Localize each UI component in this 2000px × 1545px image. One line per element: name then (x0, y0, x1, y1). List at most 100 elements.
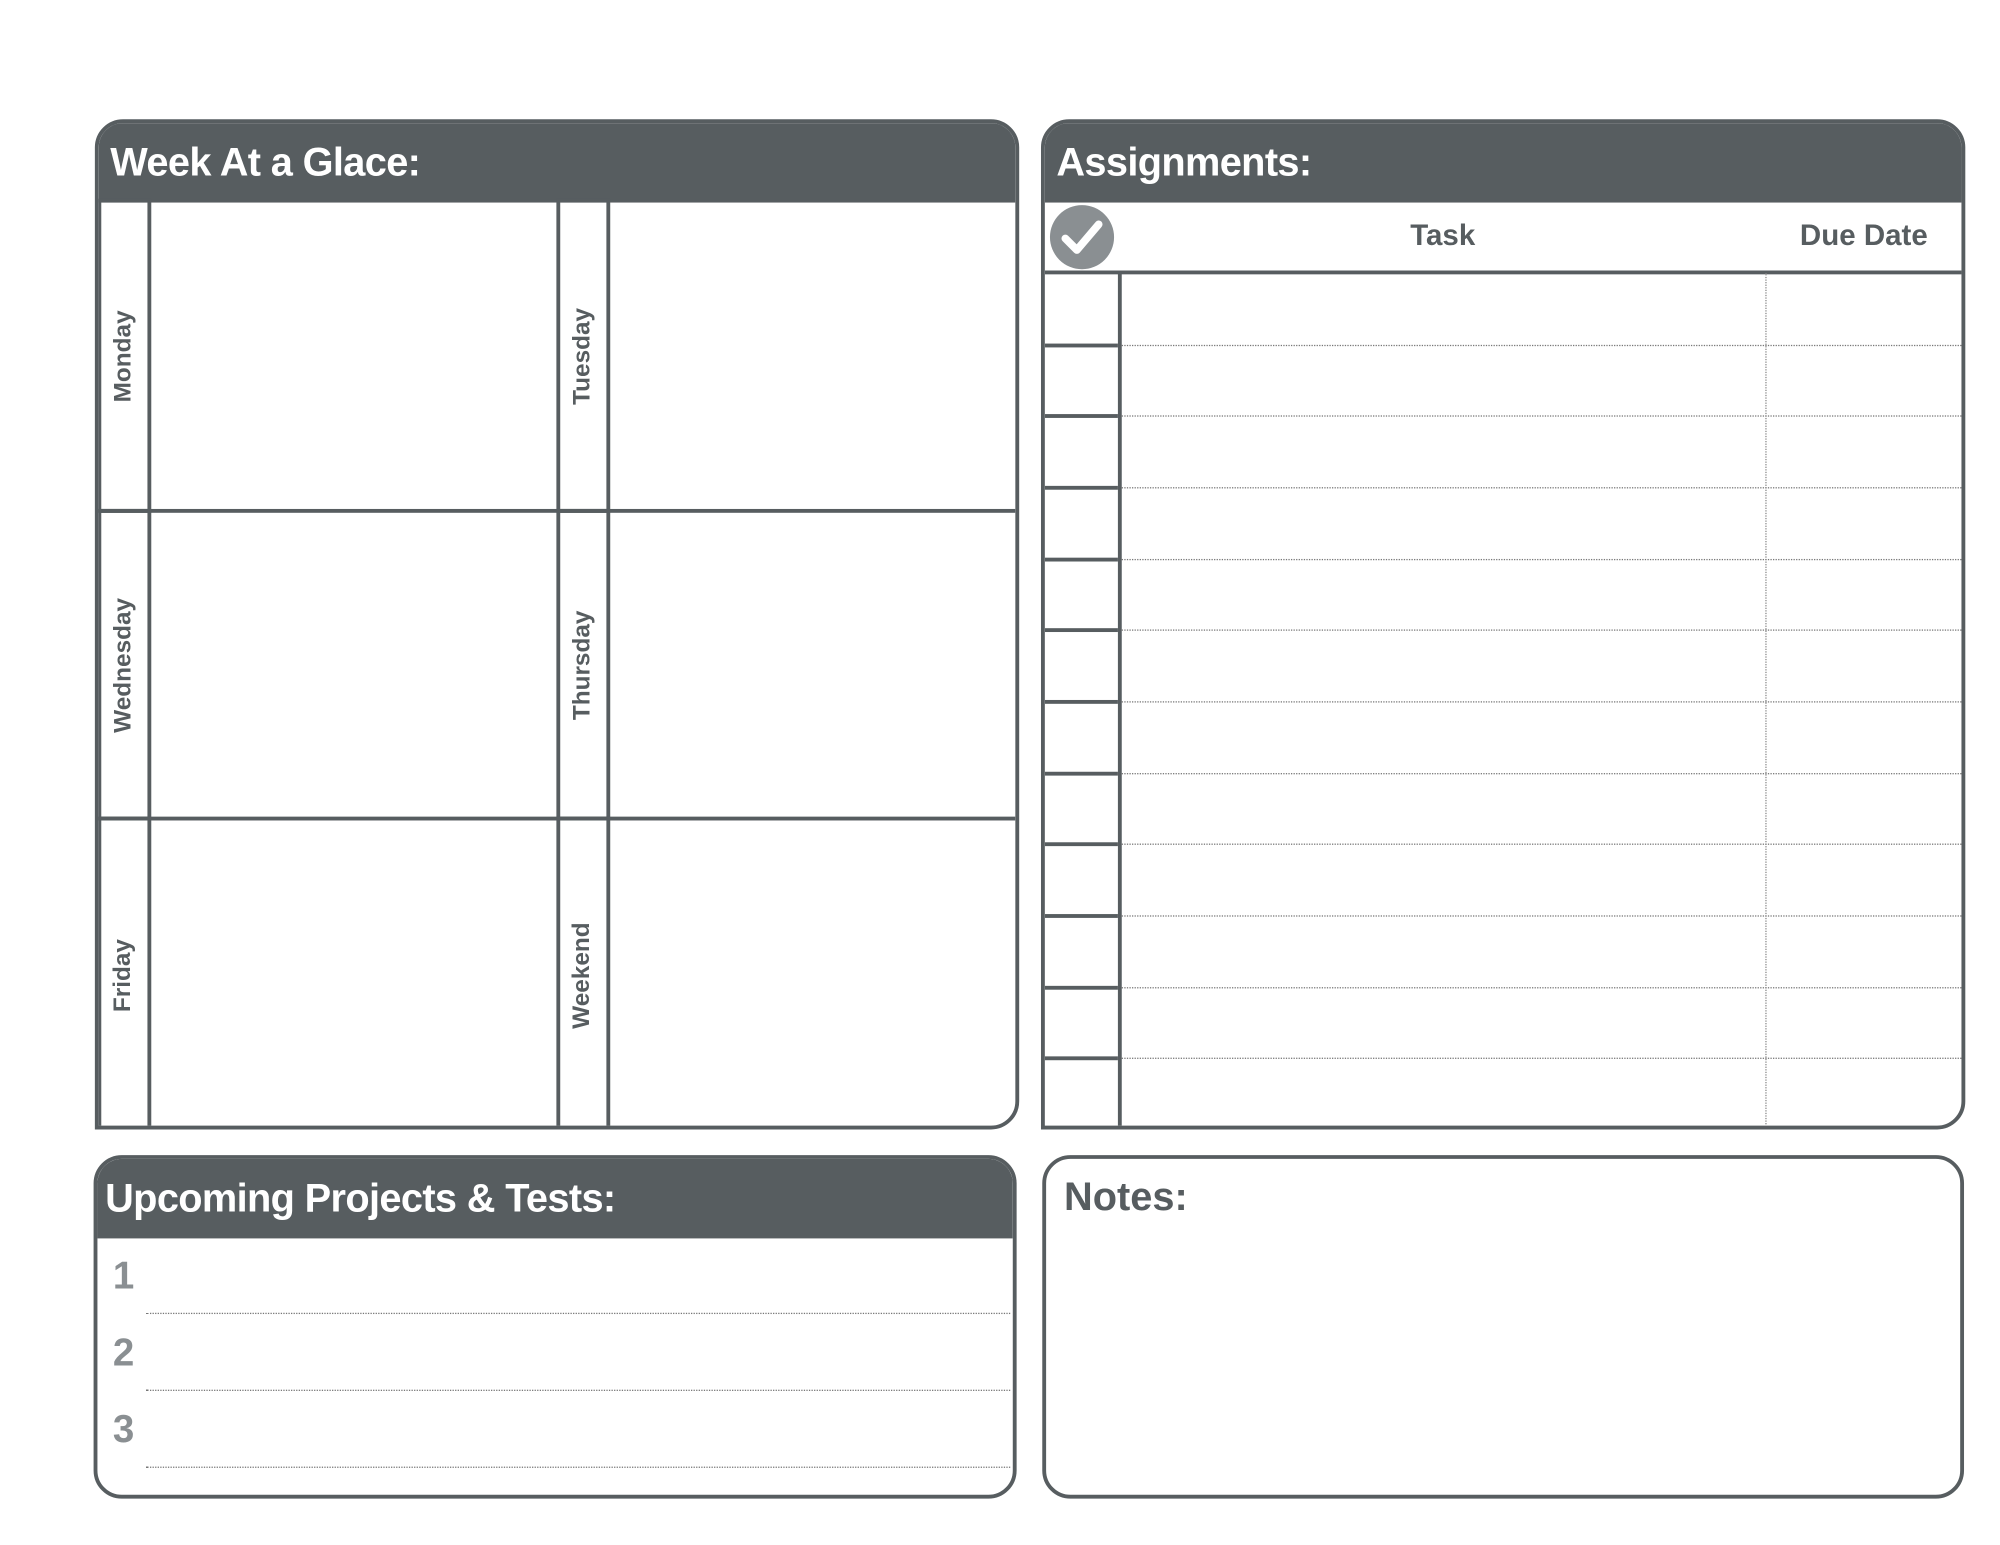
assignment-row (1045, 1058, 1962, 1126)
row-dotted-line (1121, 915, 1962, 917)
assignment-checkbox[interactable] (1045, 701, 1118, 772)
assignment-checkbox[interactable] (1045, 844, 1118, 915)
item-number: 3 (112, 1408, 135, 1452)
day-label-weekend: Weekend (556, 816, 611, 1126)
assignment-task-field[interactable] (1122, 273, 1766, 344)
day-name: Monday (110, 309, 138, 402)
day-cell-tuesday[interactable] (612, 199, 1016, 509)
day-label-friday: Friday (98, 816, 152, 1126)
assignment-checkbox[interactable] (1045, 487, 1118, 558)
assignment-due-date-field[interactable] (1767, 559, 1962, 630)
day-cell-friday[interactable] (150, 817, 558, 1126)
day-cell-thursday[interactable] (612, 509, 1016, 817)
assignment-checkbox[interactable] (1045, 773, 1118, 844)
assignment-task-field[interactable] (1122, 701, 1766, 772)
due-date-column-header: Due Date (1799, 217, 1928, 252)
week-at-a-glance-panel: Week At a Glace: Monday Tuesday Wednesday T… (94, 119, 1020, 1130)
assignment-checkbox[interactable] (1045, 987, 1118, 1058)
upcoming-item-field[interactable] (146, 1317, 1011, 1391)
day-name: Thursday (569, 609, 597, 720)
assignment-task-field[interactable] (1122, 344, 1766, 415)
assignment-checkbox[interactable] (1045, 1058, 1118, 1126)
assignment-due-date-field[interactable] (1767, 844, 1962, 915)
assignment-row (1045, 416, 1962, 487)
assignment-due-date-field[interactable] (1767, 773, 1962, 844)
row-dotted-line (1121, 629, 1962, 632)
checkbox-divider (1044, 557, 1118, 562)
upcoming-projects-panel: Upcoming Projects & Tests: 1 2 3 (93, 1155, 1017, 1499)
week-panel-title: Week At a Glace: (98, 123, 1016, 203)
assignment-task-field[interactable] (1122, 630, 1766, 701)
assignment-row (1045, 844, 1962, 915)
assignment-checkbox[interactable] (1045, 630, 1118, 701)
day-name: Friday (110, 938, 138, 1012)
row-divider (98, 508, 1016, 513)
upcoming-item-field[interactable] (146, 1240, 1011, 1315)
day-cell-weekend[interactable] (612, 817, 1016, 1126)
assignment-checkbox[interactable] (1045, 559, 1118, 630)
checkbox-divider (1044, 699, 1118, 704)
assignment-checkbox[interactable] (1045, 273, 1118, 344)
upcoming-item-field[interactable] (146, 1394, 1011, 1468)
checkbox-divider (1044, 1056, 1118, 1061)
assignment-checkbox[interactable] (1045, 416, 1118, 487)
assignment-due-date-field[interactable] (1767, 487, 1962, 558)
upcoming-panel-title: Upcoming Projects & Tests: (97, 1158, 1013, 1239)
due-date-column-divider (1765, 273, 1767, 1126)
assignment-due-date-field[interactable] (1767, 416, 1962, 487)
assignment-task-field[interactable] (1122, 487, 1766, 558)
assignment-due-date-field[interactable] (1767, 701, 1962, 772)
row-dotted-line (1121, 701, 1962, 703)
checkmark-circle-icon (1049, 205, 1115, 270)
day-label-monday: Monday (98, 198, 152, 513)
assignment-row (1045, 273, 1962, 344)
assignments-header-divider (1044, 270, 1962, 275)
assignment-due-date-field[interactable] (1767, 915, 1962, 986)
assignment-row (1045, 630, 1962, 701)
assignment-task-field[interactable] (1122, 773, 1766, 844)
row-dotted-line (1121, 487, 1962, 489)
assignment-task-field[interactable] (1122, 559, 1766, 630)
day-name: Tuesday (569, 307, 597, 405)
assignment-row (1045, 344, 1962, 415)
assignment-due-date-field[interactable] (1767, 630, 1962, 701)
assignment-row (1045, 987, 1962, 1058)
row-dotted-line (1121, 558, 1962, 560)
notes-title: Notes: (1064, 1174, 1188, 1220)
assignment-task-field[interactable] (1122, 987, 1766, 1058)
day-name: Weekend (569, 921, 597, 1029)
assignment-task-field[interactable] (1122, 416, 1766, 487)
row-dotted-line (1121, 986, 1962, 988)
item-number: 2 (112, 1331, 135, 1375)
day-cell-monday[interactable] (150, 199, 558, 509)
assignment-row (1045, 773, 1962, 844)
assignment-task-field[interactable] (1122, 844, 1766, 915)
assignment-task-field[interactable] (1122, 915, 1766, 986)
assignment-due-date-field[interactable] (1767, 1058, 1962, 1126)
day-label-thursday: Thursday (556, 508, 611, 821)
checkbox-divider (1044, 842, 1118, 847)
item-number: 1 (112, 1255, 135, 1298)
checkbox-divider (1044, 771, 1118, 776)
assignment-row (1045, 487, 1962, 558)
assignment-due-date-field[interactable] (1767, 273, 1962, 344)
day-cell-wednesday[interactable] (150, 509, 558, 817)
checkbox-divider (1044, 914, 1118, 918)
assignment-row (1045, 701, 1962, 772)
assignment-row (1045, 915, 1962, 986)
assignment-due-date-field[interactable] (1767, 987, 1962, 1058)
assignment-row (1045, 559, 1962, 630)
row-dotted-line (1121, 843, 1962, 846)
row-dotted-line (1121, 415, 1962, 418)
day-label-tuesday: Tuesday (556, 198, 611, 513)
assignment-checkbox[interactable] (1045, 344, 1118, 415)
checkbox-divider (1044, 485, 1118, 490)
assignment-task-field[interactable] (1122, 1058, 1766, 1126)
assignment-due-date-field[interactable] (1767, 344, 1962, 415)
checkbox-divider (1044, 628, 1118, 633)
notes-panel[interactable]: Notes: (1042, 1155, 1965, 1499)
checkbox-column-divider (1117, 273, 1122, 1126)
row-divider (98, 816, 1016, 821)
day-name: Wednesday (110, 597, 138, 733)
assignment-checkbox[interactable] (1045, 915, 1118, 986)
